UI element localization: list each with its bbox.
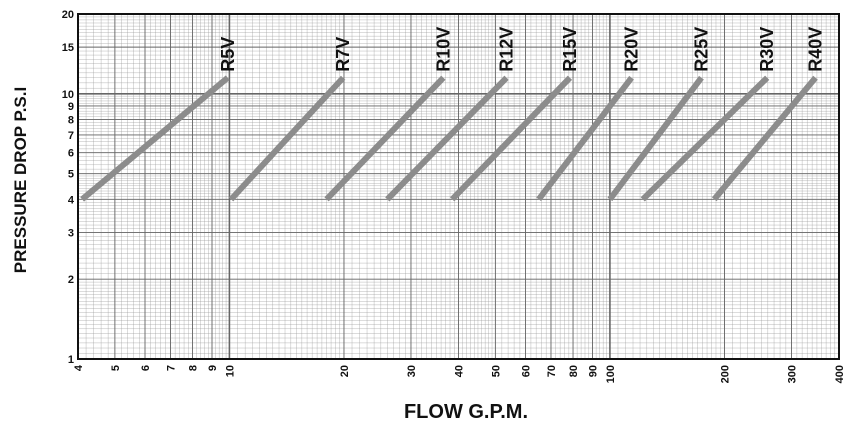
x-tick-label: 6 bbox=[140, 365, 152, 371]
series-label-r7v: R7V bbox=[333, 37, 353, 72]
plot-frame bbox=[77, 13, 840, 360]
x-tick-labels: 4 5 6 7 8 9 10 20 30 40 50 60 70 80 90 100 200 300 400 bbox=[73, 364, 846, 383]
y-tick-label: 20 bbox=[62, 9, 74, 21]
series-label-r10v: R10V bbox=[433, 27, 453, 72]
x-tick-label: 200 bbox=[719, 365, 731, 383]
y-tick-label: 3 bbox=[68, 227, 74, 239]
x-tick-label: 50 bbox=[490, 365, 502, 377]
x-tick-label: 300 bbox=[786, 365, 798, 383]
series-line-r5v bbox=[80, 75, 230, 202]
x-tick-label: 10 bbox=[224, 365, 236, 377]
y-tick-label: 4 bbox=[68, 194, 75, 206]
series-line-r7v bbox=[228, 75, 346, 202]
series-line-r40v bbox=[711, 75, 818, 202]
x-tick-label: 8 bbox=[188, 365, 200, 371]
x-tick-label: 70 bbox=[546, 365, 558, 377]
x-tick-label: 90 bbox=[588, 365, 600, 377]
y-tick-label: 9 bbox=[68, 101, 74, 113]
x-axis-title: FLOW G.P.M. bbox=[404, 401, 528, 423]
x-tick-label: 5 bbox=[110, 365, 122, 371]
x-tick-label: 7 bbox=[165, 365, 177, 371]
series-label-r30v: R30V bbox=[757, 27, 777, 72]
series-line-r20v bbox=[536, 75, 634, 202]
series-label-r5v: R5V bbox=[218, 37, 238, 72]
x-tick-label: 60 bbox=[521, 365, 533, 377]
series-line-r30v bbox=[640, 75, 770, 202]
y-tick-label: 8 bbox=[68, 115, 74, 127]
x-tick-label: 20 bbox=[339, 365, 351, 377]
series-labels: R5V R7V R10V R12V R15V R20V R25V R30V R40V bbox=[218, 27, 826, 72]
series-label-r25v: R25V bbox=[691, 27, 711, 72]
series-lines bbox=[80, 75, 818, 202]
x-tick-label: 400 bbox=[834, 365, 846, 383]
y-tick-labels: 1 2 3 4 5 6 7 8 910 15 20 bbox=[62, 9, 75, 366]
x-tick-label: 80 bbox=[568, 365, 580, 377]
series-line-r25v bbox=[607, 75, 704, 202]
x-tick-label: 40 bbox=[454, 365, 466, 377]
y-tick-label: 15 bbox=[62, 42, 74, 54]
x-tick-label: 30 bbox=[406, 365, 418, 377]
series-line-r10v bbox=[324, 75, 446, 202]
y-tick-label: 6 bbox=[68, 148, 74, 160]
y-axis-title: PRESSURE DROP P.S.I bbox=[11, 87, 30, 273]
series-label-r12v: R12V bbox=[497, 27, 517, 72]
series-line-r12v bbox=[385, 75, 509, 202]
y-tick-label: 1 bbox=[68, 354, 74, 366]
y-tick-label: 10 bbox=[62, 89, 74, 101]
x-tick-label: 9 bbox=[207, 365, 219, 371]
series-label-r40v: R40V bbox=[806, 27, 826, 72]
series-line-r15v bbox=[450, 75, 573, 202]
series-label-r15v: R15V bbox=[560, 27, 580, 72]
x-tick-label: 4 bbox=[73, 364, 85, 371]
x-tick-label: 100 bbox=[605, 365, 617, 383]
y-tick-label: 7 bbox=[68, 130, 74, 142]
series-label-r20v: R20V bbox=[622, 27, 642, 72]
y-tick-label: 2 bbox=[68, 274, 74, 286]
y-tick-label: 5 bbox=[68, 169, 74, 181]
